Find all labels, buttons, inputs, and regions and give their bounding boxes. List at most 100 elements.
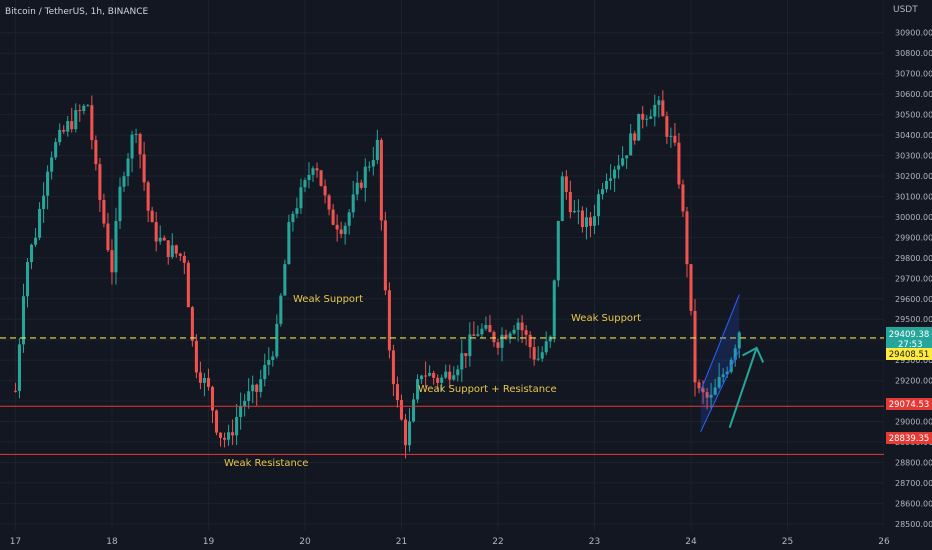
candle-up [74,110,78,130]
price-tick-label: 30700.00 [895,70,932,79]
candle-up [600,189,605,195]
candle-up [158,237,162,242]
candle-up [412,399,416,422]
grid [0,0,885,530]
candle-down [387,290,391,351]
candle-up [617,165,621,170]
candle-up [118,186,122,222]
candle-down [218,432,223,438]
price-channel [700,294,740,432]
candle-down [138,133,142,155]
candle-down [110,250,114,273]
price-tick-label: 29600.00 [895,295,932,304]
candle-down [383,220,387,291]
support-2-tag: 28839.35 [886,432,932,444]
candle-down [432,372,436,378]
candle-up [729,359,733,372]
candle-down [323,185,327,196]
candle-up [42,195,46,209]
current-price-tag: 29409.38 27:53 [886,327,932,350]
candle-up [629,133,633,156]
candle-down [190,307,194,341]
candle-down [102,199,106,224]
candle-up [267,359,271,365]
candle-up [516,322,520,330]
candle-up [452,375,456,380]
time-tick-label: 18 [106,537,118,547]
candle-down [106,223,110,251]
time-axis[interactable] [0,530,884,550]
time-tick-label: 25 [782,537,793,547]
candle-up [540,352,544,359]
candle-up [592,216,597,226]
candle-down [665,116,669,137]
candle-up [170,245,174,258]
candle-down [564,176,568,192]
time-tick-label: 22 [492,537,503,547]
price-tick-label: 28500.00 [895,520,932,529]
time-tick-label: 19 [203,537,215,547]
candle-up [311,168,315,175]
price-tick-label: 29500.00 [895,315,932,324]
candle-up [351,194,355,213]
candle-up [58,129,62,143]
candle-up [114,221,118,273]
candle-down [142,154,146,183]
candle-down [70,121,74,130]
candle-down [492,332,496,343]
candle-down [448,371,452,380]
candle-down [335,224,339,230]
price-tick-label: 30500.00 [895,111,932,120]
candle-down [681,184,685,212]
candle-up [134,133,138,135]
candle-up [649,116,653,119]
candle-up [484,325,488,329]
candle-up [82,105,86,111]
candle-up [669,135,673,137]
candle-down [697,382,701,389]
candle-down [641,113,645,120]
candle-up [347,212,351,226]
candle-up [500,334,504,348]
candle-down [198,372,202,383]
candle-down [693,310,697,383]
price-tick-label: 30600.00 [895,90,932,99]
candle-up [605,180,609,190]
price-axis[interactable] [884,0,932,550]
annotation-weak-resistance: Weak Resistance [224,458,308,469]
candle-up [34,237,38,245]
candle-down [661,100,665,117]
candle-up [66,121,70,132]
candle-up [355,182,359,195]
candle-down [98,164,102,200]
candle-down [154,222,158,242]
candle-up [271,356,275,360]
candle-up [468,334,472,357]
candle-up [621,158,625,166]
candle-down [327,195,331,210]
dashed-level-tag: 29408.51 [886,348,932,360]
candle-down [568,191,572,213]
candle-up [657,100,661,105]
candle-down [705,392,709,398]
channel-upper-line [700,294,740,392]
candle-up [303,180,307,188]
candle-up [737,332,741,349]
candle-up [552,280,556,337]
candle-up [343,225,347,235]
candle-up [46,171,50,196]
dashed-level-value: 29408.51 [889,350,930,360]
candle-up [456,369,460,376]
candle-up [86,105,90,107]
candle-down [210,386,215,411]
candle-down [146,182,150,211]
candle-down [90,105,94,141]
candle-down [488,325,492,333]
candle-up [122,176,126,187]
annotation-weak-support-2: Weak Support [571,313,641,324]
candle-down [496,342,500,348]
price-tick-label: 28700.00 [895,479,932,488]
candle-down [399,400,403,420]
